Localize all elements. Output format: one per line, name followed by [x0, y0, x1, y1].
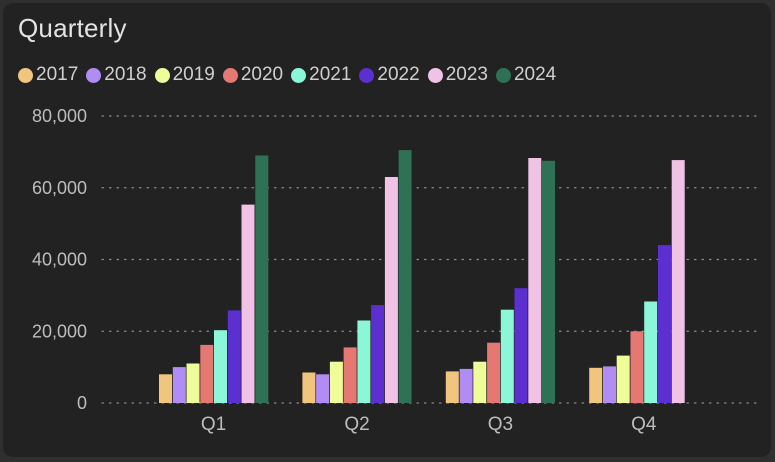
bar-2021-Q2[interactable] [357, 320, 371, 404]
legend-swatch [359, 67, 375, 83]
bar-2017-Q3[interactable] [445, 371, 459, 403]
legend-label: 2019 [172, 64, 215, 85]
bar-2019-Q3[interactable] [473, 361, 487, 403]
bar-2022-Q4[interactable] [658, 245, 671, 403]
bar-2019-Q2[interactable] [329, 361, 343, 403]
bar-2020-Q2[interactable] [343, 347, 357, 403]
bar-2023-Q2[interactable] [384, 177, 398, 403]
legend-item-2021[interactable]: 2021 [291, 64, 351, 86]
legend-label: 2017 [36, 64, 79, 85]
bar-2018-Q4[interactable] [603, 366, 616, 403]
bar-2017-Q4[interactable] [589, 367, 603, 403]
legend-item-2019[interactable]: 2019 [154, 64, 215, 86]
bar-2022-Q1[interactable] [227, 310, 241, 403]
y-tick-label: 20,000 [32, 321, 87, 341]
bar-2021-Q4[interactable] [644, 301, 658, 404]
y-tick-label: 60,000 [32, 178, 87, 198]
bar-2020-Q1[interactable] [200, 344, 214, 403]
chart-title: Quarterly [18, 13, 127, 43]
legend-item-2018[interactable]: 2018 [86, 64, 147, 86]
y-tick-label: 80,000 [32, 106, 87, 126]
bar-2021-Q3[interactable] [500, 309, 514, 403]
bar-2023-Q4[interactable] [671, 160, 685, 403]
legend-item-2020[interactable]: 2020 [222, 64, 284, 86]
bar-2024-Q2[interactable] [398, 150, 412, 403]
y-tick-label: 40,000 [32, 250, 87, 270]
bar-2018-Q3[interactable] [459, 368, 473, 403]
legend-label: 2024 [513, 64, 557, 85]
bar-2021-Q1[interactable] [214, 330, 227, 403]
legend-swatch [86, 67, 102, 83]
legend-item-2023[interactable]: 2023 [427, 64, 488, 86]
bar-2023-Q3[interactable] [528, 158, 542, 403]
bar-2017-Q2[interactable] [302, 372, 316, 404]
bar-2024-Q3[interactable] [542, 160, 555, 403]
legend-swatch [222, 67, 238, 83]
legend-swatch [427, 67, 443, 83]
legend-item-2022[interactable]: 2022 [359, 64, 420, 86]
bar-2022-Q2[interactable] [371, 305, 385, 403]
legend-item-2017[interactable]: 2017 [18, 64, 78, 86]
legend-item-2024[interactable]: 2024 [495, 64, 557, 86]
bar-2024-Q1[interactable] [255, 155, 269, 404]
bar-2022-Q3[interactable] [514, 288, 528, 403]
x-tick-label: Q3 [488, 414, 513, 435]
bar-2017-Q1[interactable] [159, 374, 172, 403]
legend-label: 2020 [240, 64, 284, 85]
bar-2020-Q4[interactable] [630, 331, 644, 404]
bar-2023-Q1[interactable] [241, 204, 255, 403]
legend-label: 2021 [309, 64, 352, 85]
legend-swatch [291, 67, 307, 83]
x-tick-label: Q1 [201, 414, 226, 435]
bar-2018-Q2[interactable] [316, 374, 330, 403]
legend-label: 2022 [377, 64, 420, 85]
legend-swatch [495, 67, 511, 83]
bar-2018-Q1[interactable] [172, 367, 186, 403]
legend-swatch [18, 67, 33, 83]
chart-legend: 2017 2018 2019 2020 2021 2022 2023 2024 [18, 63, 564, 87]
y-tick-label: 0 [77, 393, 87, 413]
legend-label: 2018 [104, 64, 147, 85]
x-tick-label: Q2 [344, 414, 369, 435]
x-tick-label: Q4 [631, 414, 657, 435]
bar-2019-Q1[interactable] [186, 363, 200, 404]
bar-2020-Q3[interactable] [487, 342, 501, 403]
bar-2019-Q4[interactable] [616, 355, 630, 403]
legend-swatch [154, 67, 170, 83]
legend-label: 2023 [445, 64, 488, 85]
